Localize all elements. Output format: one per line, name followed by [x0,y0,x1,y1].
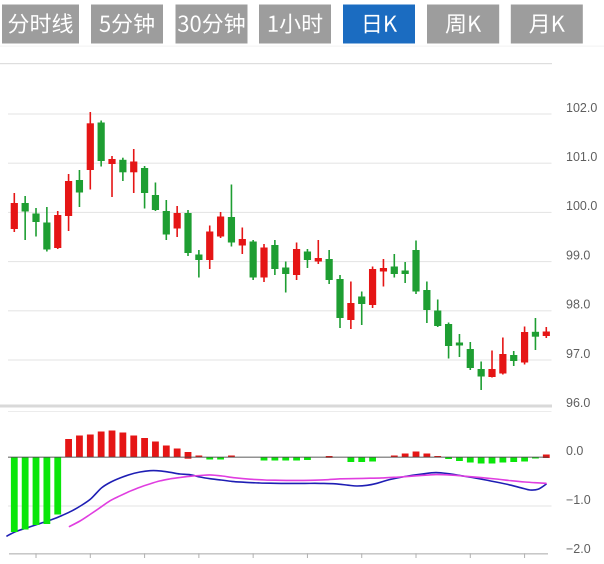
svg-text:100.0: 100.0 [566,199,597,213]
svg-text:98.0: 98.0 [566,298,590,312]
svg-text:0.0: 0.0 [566,444,583,458]
svg-text:97.0: 97.0 [566,347,590,361]
svg-text:102.0: 102.0 [566,101,597,115]
svg-text:−2.0: −2.0 [566,542,591,556]
svg-text:96.0: 96.0 [566,396,590,410]
svg-text:−1.0: −1.0 [566,493,591,507]
svg-text:99.0: 99.0 [566,248,590,262]
svg-text:101.0: 101.0 [566,150,597,164]
